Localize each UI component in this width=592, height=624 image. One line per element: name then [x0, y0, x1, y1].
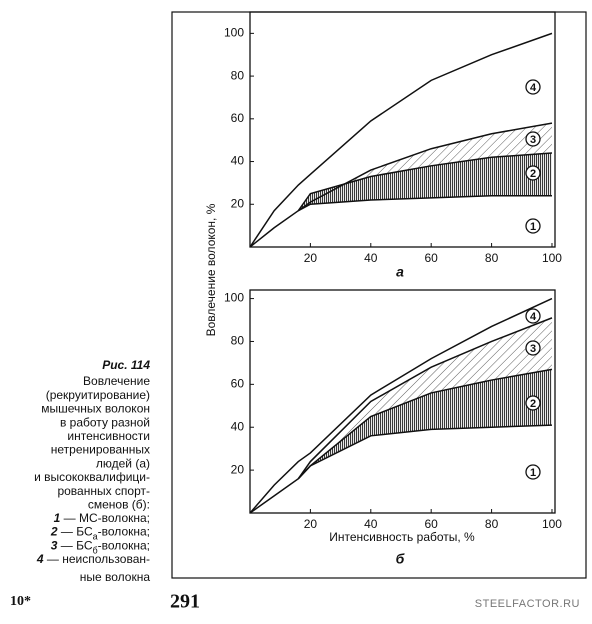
- legend-item: 2 — БСа-волокна;: [50, 525, 150, 542]
- caption-line: мышечных волокон: [41, 402, 150, 416]
- x-tick-label: 20: [304, 251, 318, 265]
- panel-label: б: [396, 551, 405, 567]
- legend-number: 1: [54, 511, 61, 525]
- region-label: 3: [530, 134, 536, 146]
- region-marker: [525, 218, 541, 234]
- caption-line: интенсивности: [67, 429, 150, 443]
- legend-number: 3: [51, 539, 58, 553]
- caption-line: и высококвалифици-: [34, 470, 150, 484]
- panel-label: а: [396, 264, 404, 280]
- curve: [249, 122, 553, 248]
- curve: [297, 194, 552, 212]
- figure-number: Рис. 114: [102, 358, 150, 372]
- y-tick-label: 60: [231, 111, 245, 125]
- legend-text: -волокна;: [98, 539, 150, 553]
- band-fill: [298, 369, 552, 479]
- legend-item: 1 — МС-волокна;: [54, 511, 150, 525]
- x-tick-label: 100: [542, 517, 562, 531]
- region-label: 1: [530, 221, 536, 233]
- region-marker: [525, 308, 541, 324]
- caption-line: (рекруитирование): [46, 388, 150, 402]
- region-marker: [525, 464, 541, 480]
- legend-item: 4 — неиспользован-: [36, 552, 150, 566]
- legend-subscript: б: [93, 546, 98, 556]
- y-tick-label: 100: [224, 291, 244, 305]
- band-fill: [298, 153, 552, 211]
- band-fill: [298, 123, 552, 211]
- legend-text: — неиспользован-: [44, 552, 150, 566]
- x-axis-label: Интенсивность работы, %: [329, 530, 475, 544]
- caption-line: Вовлечение: [83, 374, 150, 388]
- x-tick-label: 40: [364, 517, 378, 531]
- region-label: 4: [530, 82, 537, 94]
- curve: [249, 317, 553, 514]
- legend-text: — МС-волокна;: [60, 511, 150, 525]
- x-tick-label: 60: [425, 251, 439, 265]
- region-marker: [525, 79, 541, 95]
- legend-text: — БС: [58, 525, 93, 539]
- y-tick-label: 100: [224, 26, 244, 40]
- x-tick-label: 20: [304, 517, 318, 531]
- watermark: STEELFACTOR.RU: [475, 598, 580, 610]
- y-tick-label: 40: [231, 154, 245, 168]
- caption-line: ные волокна: [80, 570, 151, 584]
- region-label: 2: [530, 168, 536, 180]
- caption-line: людей (а): [96, 456, 150, 470]
- x-tick-label: 80: [485, 517, 499, 531]
- legend-subscript: а: [93, 532, 98, 542]
- y-tick-label: 20: [231, 462, 245, 476]
- region-label: 4: [530, 311, 537, 323]
- caption-line: рованных спорт-: [57, 484, 150, 498]
- curve: [297, 424, 553, 480]
- y-tick-label: 40: [231, 419, 245, 433]
- y-axis-label: Вовлечение волокон, %: [204, 203, 218, 336]
- y-tick-label: 20: [231, 196, 245, 210]
- x-tick-label: 80: [485, 251, 499, 265]
- curve: [297, 152, 553, 212]
- caption-line: нетренированных: [51, 443, 150, 457]
- legend-text: — БС: [57, 539, 92, 553]
- plot-frame: [249, 289, 556, 514]
- region-marker: [525, 340, 541, 356]
- region-marker: [525, 131, 541, 147]
- caption-line: сменов (б):: [88, 497, 150, 511]
- y-tick-label: 60: [231, 377, 245, 391]
- region-label: 1: [530, 467, 536, 479]
- region-marker: [525, 165, 541, 181]
- region-label: 3: [530, 343, 536, 355]
- page-number: 291: [170, 591, 200, 613]
- band-fill: [298, 317, 552, 479]
- x-tick-label: 40: [364, 251, 378, 265]
- legend-text: -волокна;: [98, 525, 150, 539]
- legend-number: 4: [36, 552, 44, 566]
- region-label: 2: [530, 398, 536, 410]
- signature-mark: 10*: [10, 594, 31, 609]
- legend-number: 2: [50, 525, 58, 539]
- legend-item: 3 — БСб-волокна;: [51, 539, 150, 556]
- plot-frame: [249, 11, 556, 248]
- y-tick-label: 80: [231, 68, 245, 82]
- x-tick-label: 100: [542, 251, 562, 265]
- x-tick-label: 60: [425, 517, 439, 531]
- caption-line: в работу разной: [60, 415, 150, 429]
- curve: [249, 32, 553, 248]
- curve: [249, 297, 553, 514]
- y-tick-label: 80: [231, 334, 245, 348]
- region-marker: [525, 395, 541, 411]
